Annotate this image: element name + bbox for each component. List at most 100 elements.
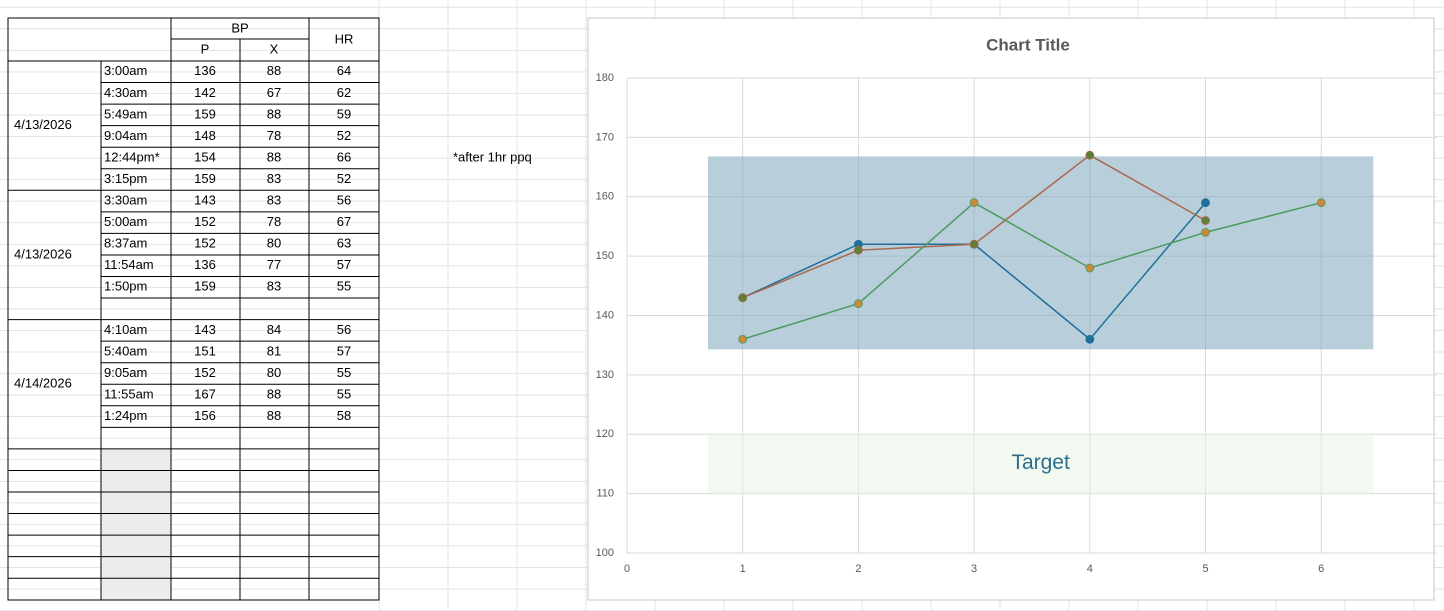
- cell-text: 88: [267, 63, 281, 78]
- cell-text: 80: [267, 365, 281, 380]
- cell-text: 11:54am: [104, 257, 154, 272]
- cell-text: 62: [337, 85, 351, 100]
- cell-text: 4/13/2026: [14, 246, 72, 261]
- x-tick-label: 1: [740, 563, 746, 575]
- y-tick-label: 170: [596, 131, 614, 143]
- point: [1085, 334, 1095, 344]
- cell-text: 12:44pm*: [104, 149, 160, 164]
- cell-text: 8:37am: [104, 236, 147, 251]
- chart-title: Chart Title: [986, 35, 1070, 54]
- cell-text: 66: [337, 149, 351, 164]
- cell-text: 3:15pm: [104, 171, 147, 186]
- cell-text: 167: [194, 386, 216, 401]
- cell-text: 88: [267, 408, 281, 423]
- x-tick-label: 2: [855, 563, 861, 575]
- cell-text: 55: [337, 365, 351, 380]
- point: [738, 334, 748, 344]
- cell-text: 52: [337, 171, 351, 186]
- x-tick-label: 4: [1087, 563, 1093, 575]
- cell-text: 136: [194, 63, 216, 78]
- cell-text: 67: [267, 85, 281, 100]
- point: [1085, 263, 1095, 273]
- y-tick-label: 120: [596, 428, 614, 440]
- cell-text: 67: [337, 214, 351, 229]
- cell-text: 84: [267, 322, 281, 337]
- cell-text: 83: [267, 193, 281, 208]
- cell-text: 55: [337, 386, 351, 401]
- point: [969, 239, 979, 249]
- cell-text: 80: [267, 236, 281, 251]
- cell-text: 88: [267, 386, 281, 401]
- cell-text: 11:55am: [104, 386, 154, 401]
- cell-text: 4/13/2026: [14, 117, 72, 132]
- y-tick-label: 140: [596, 309, 614, 321]
- band-label: Target: [1011, 451, 1070, 474]
- y-tick-label: 150: [596, 250, 614, 262]
- cell-text: 152: [194, 365, 216, 380]
- cell-text: 52: [337, 128, 351, 143]
- cell-text: 59: [337, 106, 351, 121]
- x-tick-label: 5: [1202, 563, 1208, 575]
- cell-text: 3:00am: [104, 63, 147, 78]
- cell-text: 148: [194, 128, 216, 143]
- note: *after 1hr ppq: [453, 149, 532, 164]
- cell-text: 78: [267, 128, 281, 143]
- band: [707, 156, 1374, 350]
- point: [1085, 150, 1095, 160]
- cell-text: BP: [231, 20, 248, 35]
- chart: 100 110 120 130 140 150 160 170 180 0 1 2 3 4 5 6 Target: [596, 72, 1437, 575]
- point: [1201, 198, 1210, 208]
- cell-text: 1:24pm: [104, 408, 147, 423]
- cell-text: 64: [337, 63, 351, 78]
- cell-text: 56: [337, 322, 351, 337]
- table: BP P X HR 4/13/2026 3:00am 136 88 64 4:30am 142 67 6…: [7, 17, 532, 601]
- cell-text: HR: [335, 31, 354, 46]
- cell-text: 152: [194, 214, 216, 229]
- point: [854, 299, 863, 309]
- cell-text: 142: [194, 85, 216, 100]
- cell-text: 154: [194, 149, 216, 164]
- cell-text: 159: [194, 279, 216, 294]
- point: [854, 245, 863, 255]
- band: [707, 433, 1374, 494]
- cell-text: 159: [194, 171, 216, 186]
- cell-text: 156: [194, 408, 216, 423]
- y-tick-label: 130: [596, 369, 614, 381]
- cell-text: 57: [337, 343, 351, 358]
- point: [1316, 198, 1326, 208]
- cell-text: 151: [194, 343, 216, 358]
- cell-text: 77: [267, 257, 281, 272]
- cell-text: 81: [267, 343, 281, 358]
- cell-text: 63: [337, 236, 351, 251]
- cell-text: 4:10am: [104, 322, 147, 337]
- cell-text: 4/14/2026: [14, 376, 72, 391]
- y-tick-label: 100: [596, 547, 614, 559]
- cell-text: 136: [194, 257, 216, 272]
- cell-text: 143: [194, 193, 216, 208]
- point: [1201, 227, 1210, 237]
- cell-text: 5:00am: [104, 214, 147, 229]
- cell-text: 88: [267, 149, 281, 164]
- cell-text: P: [201, 41, 210, 56]
- cell-text: 5:49am: [104, 106, 147, 121]
- cell-text: X: [270, 41, 279, 56]
- cell-text: 78: [267, 214, 281, 229]
- cell-text: 1:50pm: [104, 279, 147, 294]
- table-outline: [7, 17, 380, 601]
- point: [1201, 216, 1210, 225]
- y-tick-label: 110: [596, 488, 614, 500]
- x-tick-label: 6: [1318, 563, 1324, 575]
- cell-text: 143: [194, 322, 216, 337]
- cell-text: 88: [267, 106, 281, 121]
- cell-text: 9:05am: [104, 365, 147, 380]
- cell-text: 5:40am: [104, 343, 147, 358]
- cell-text: 9:04am: [104, 128, 147, 143]
- cell-text: 57: [337, 257, 351, 272]
- y-tick-label: 180: [596, 72, 614, 84]
- cell-text: 3:30am: [104, 193, 147, 208]
- cell-text: 56: [337, 193, 351, 208]
- cell-text: 58: [337, 408, 351, 423]
- shaded-column: [101, 449, 171, 600]
- x-tick-label: 3: [971, 563, 977, 575]
